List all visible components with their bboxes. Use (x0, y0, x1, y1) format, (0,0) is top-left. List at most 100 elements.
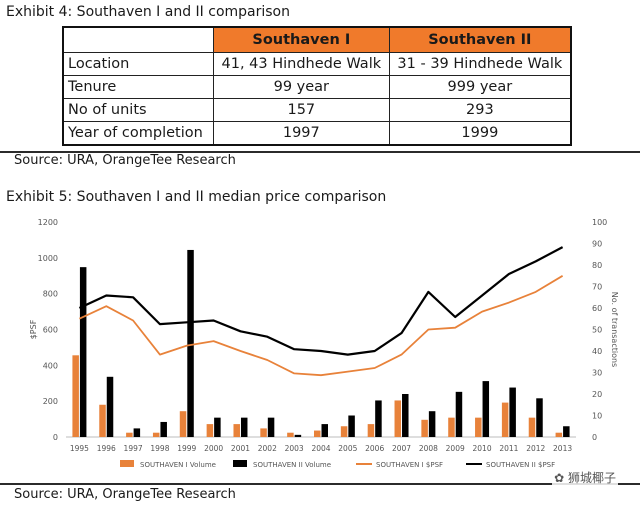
bar-southaven-1-volume (448, 417, 455, 437)
y2-tick-label: 60 (592, 304, 602, 313)
bar-southaven-2-volume (482, 381, 490, 437)
legend-label: SOUTHAVEN II $PSF (486, 461, 555, 469)
exhibit5-source: Source: URA, OrangeTee Research (14, 487, 236, 502)
x-tick-label: 1997 (124, 444, 143, 453)
bar-southaven-1-volume (555, 432, 563, 437)
watermark-text: 狮城椰子 (567, 471, 616, 485)
x-tick-label: 2006 (365, 444, 384, 453)
cell-southaven-2: 31 - 39 Hindhede Walk (388, 52, 572, 76)
cell-southaven-1: 99 year (212, 75, 390, 99)
exhibit4-source: Source: URA, OrangeTee Research (14, 153, 236, 168)
x-tick-label: 1996 (97, 444, 116, 453)
bar-southaven-2-volume (455, 391, 463, 437)
x-tick-label: 2013 (553, 444, 572, 453)
bar-southaven-2-volume (402, 394, 409, 437)
divider (0, 151, 640, 153)
bar-southaven-1-volume (206, 424, 214, 437)
y-tick-label: 1200 (38, 218, 58, 227)
bar-southaven-2-volume (536, 398, 543, 437)
bar-southaven-2-volume (294, 434, 302, 437)
legend-label: SOUTHAVEN I Volume (140, 461, 216, 469)
y2-tick-label: 10 (592, 412, 602, 421)
cell-southaven-1: 1997 (212, 121, 390, 146)
line-southaven-2-psf (78, 246, 564, 356)
x-tick-label: 1995 (70, 444, 89, 453)
table-row: Tenure 99 year 999 year (62, 75, 572, 99)
x-tick-label: 2002 (258, 444, 277, 453)
y-tick-label: 200 (43, 397, 58, 406)
y-tick-label: 600 (43, 326, 58, 335)
y2-tick-label: 80 (592, 261, 602, 270)
exhibit4-title: Exhibit 4: Southaven I and II comparison (6, 4, 290, 20)
y2-tick-label: 100 (592, 218, 607, 227)
x-tick-label: 1999 (177, 444, 196, 453)
legend-label: SOUTHAVEN I $PSF (376, 461, 443, 469)
legend-swatch (120, 460, 134, 467)
row-label: Year of completion (62, 121, 214, 146)
bar-southaven-2-volume (79, 267, 87, 437)
bar-southaven-1-volume (260, 428, 267, 437)
bar-southaven-2-volume (267, 417, 275, 437)
x-tick-label: 2009 (446, 444, 465, 453)
bar-southaven-2-volume (187, 249, 194, 437)
comparison-table: Southaven I Southaven II Location 41, 43… (62, 26, 572, 146)
row-label: No of units (62, 98, 214, 122)
bar-southaven-2-volume (428, 411, 436, 437)
bar-southaven-2-volume (240, 417, 248, 437)
x-tick-label: 2011 (499, 444, 518, 453)
x-tick-label: 2001 (231, 444, 250, 453)
table-row: Location 41, 43 Hindhede Walk 31 - 39 Hi… (62, 52, 572, 76)
cell-southaven-1: 41, 43 Hindhede Walk (212, 52, 390, 76)
x-tick-label: 2010 (473, 444, 492, 453)
y2-axis-label: No. of transactions (610, 292, 619, 367)
watermark: ✿ 狮城椰子 (552, 469, 618, 486)
watermark-icon: ✿ (554, 471, 568, 485)
bar-southaven-1-volume (126, 432, 133, 437)
bar-southaven-2-volume (509, 387, 516, 437)
column-header: Southaven II (388, 26, 572, 53)
y-tick-label: 1000 (38, 254, 58, 263)
bar-southaven-1-volume (421, 419, 428, 437)
y2-tick-label: 0 (592, 433, 597, 442)
y-tick-label: 0 (53, 433, 58, 442)
row-label: Tenure (62, 75, 214, 99)
bar-southaven-1-volume (287, 432, 294, 437)
bar-southaven-2-volume (214, 417, 221, 437)
bar-southaven-1-volume (72, 355, 79, 437)
y-tick-label: 800 (43, 290, 58, 299)
exhibit5-title: Exhibit 5: Southaven I and II median pri… (6, 189, 387, 205)
bar-southaven-1-volume (179, 411, 187, 437)
table-header-row: Southaven I Southaven II (62, 26, 572, 53)
bar-southaven-2-volume (321, 424, 328, 437)
bar-southaven-2-volume (133, 428, 141, 437)
bar-southaven-2-volume (160, 421, 167, 437)
table-row: Year of completion 1997 1999 (62, 121, 572, 146)
x-tick-label: 2004 (311, 444, 330, 453)
bar-southaven-1-volume (314, 430, 321, 437)
table-row: No of units 157 293 (62, 98, 572, 122)
x-tick-label: 2003 (285, 444, 304, 453)
y2-tick-label: 50 (592, 326, 602, 335)
x-tick-label: 1998 (150, 444, 169, 453)
y2-tick-label: 40 (592, 347, 602, 356)
divider (0, 483, 640, 485)
y-axis-label: $PSF (29, 319, 38, 339)
legend-label: SOUTHAVEN II Volume (253, 461, 331, 469)
y2-tick-label: 70 (592, 283, 602, 292)
cell-southaven-2: 1999 (388, 121, 572, 146)
y2-tick-label: 20 (592, 390, 602, 399)
bar-southaven-1-volume (528, 417, 536, 437)
bar-southaven-2-volume (375, 400, 382, 437)
bar-southaven-1-volume (394, 400, 402, 437)
bar-southaven-1-volume (367, 424, 375, 437)
median-price-chart: 0 200 400 600 800 1000 1200 0 10 20 30 40 50 60 70 80 90… (29, 218, 619, 469)
bar-southaven-1-volume (501, 402, 509, 437)
table-corner (62, 26, 214, 53)
bar-southaven-2-volume (106, 376, 114, 437)
bar-southaven-1-volume (233, 424, 240, 437)
column-header: Southaven I (212, 26, 390, 53)
y-tick-label: 400 (43, 361, 58, 370)
bar-southaven-2-volume (348, 415, 355, 437)
cell-southaven-2: 999 year (388, 75, 572, 99)
bar-southaven-1-volume (99, 404, 106, 437)
